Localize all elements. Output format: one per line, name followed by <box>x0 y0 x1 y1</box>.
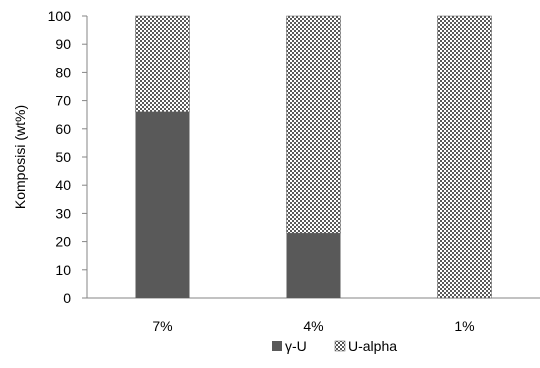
y-tick-label: 100 <box>48 8 72 24</box>
bars <box>135 15 492 299</box>
legend: γ-U U-alpha <box>272 338 397 354</box>
x-tick-label: 1% <box>454 318 474 334</box>
bar-u-alpha-0 <box>135 15 190 113</box>
bar-gamma-u-0 <box>135 111 190 298</box>
y-tick-label: 70 <box>55 93 71 109</box>
axis-labels: 0 10 20 30 40 50 60 70 80 90 100 Komposisi (wt%) 7% 4… <box>12 8 475 334</box>
x-tick-label: 7% <box>152 318 172 334</box>
bar-u-alpha-1 <box>286 15 341 234</box>
bar-u-alpha-2 <box>437 15 492 299</box>
legend-label-u-alpha: U-alpha <box>348 338 397 354</box>
legend-swatch-u-alpha <box>334 340 346 352</box>
y-tick-label: 0 <box>63 290 71 306</box>
legend-label-gamma-u: γ-U <box>285 338 307 354</box>
y-tick-label: 40 <box>55 177 71 193</box>
y-tick-label: 20 <box>55 234 71 250</box>
y-tick-label: 30 <box>55 205 71 221</box>
x-tick-label: 4% <box>303 318 323 334</box>
y-tick-label: 60 <box>55 121 71 137</box>
y-tick-label: 50 <box>55 149 71 165</box>
y-tick-label: 90 <box>55 36 71 52</box>
legend-swatch-gamma-u <box>272 341 282 351</box>
y-tick-label: 10 <box>55 262 71 278</box>
bar-gamma-u-1 <box>286 233 341 298</box>
y-tick-label: 80 <box>55 64 71 80</box>
y-axis-title: Komposisi (wt%) <box>12 105 28 209</box>
